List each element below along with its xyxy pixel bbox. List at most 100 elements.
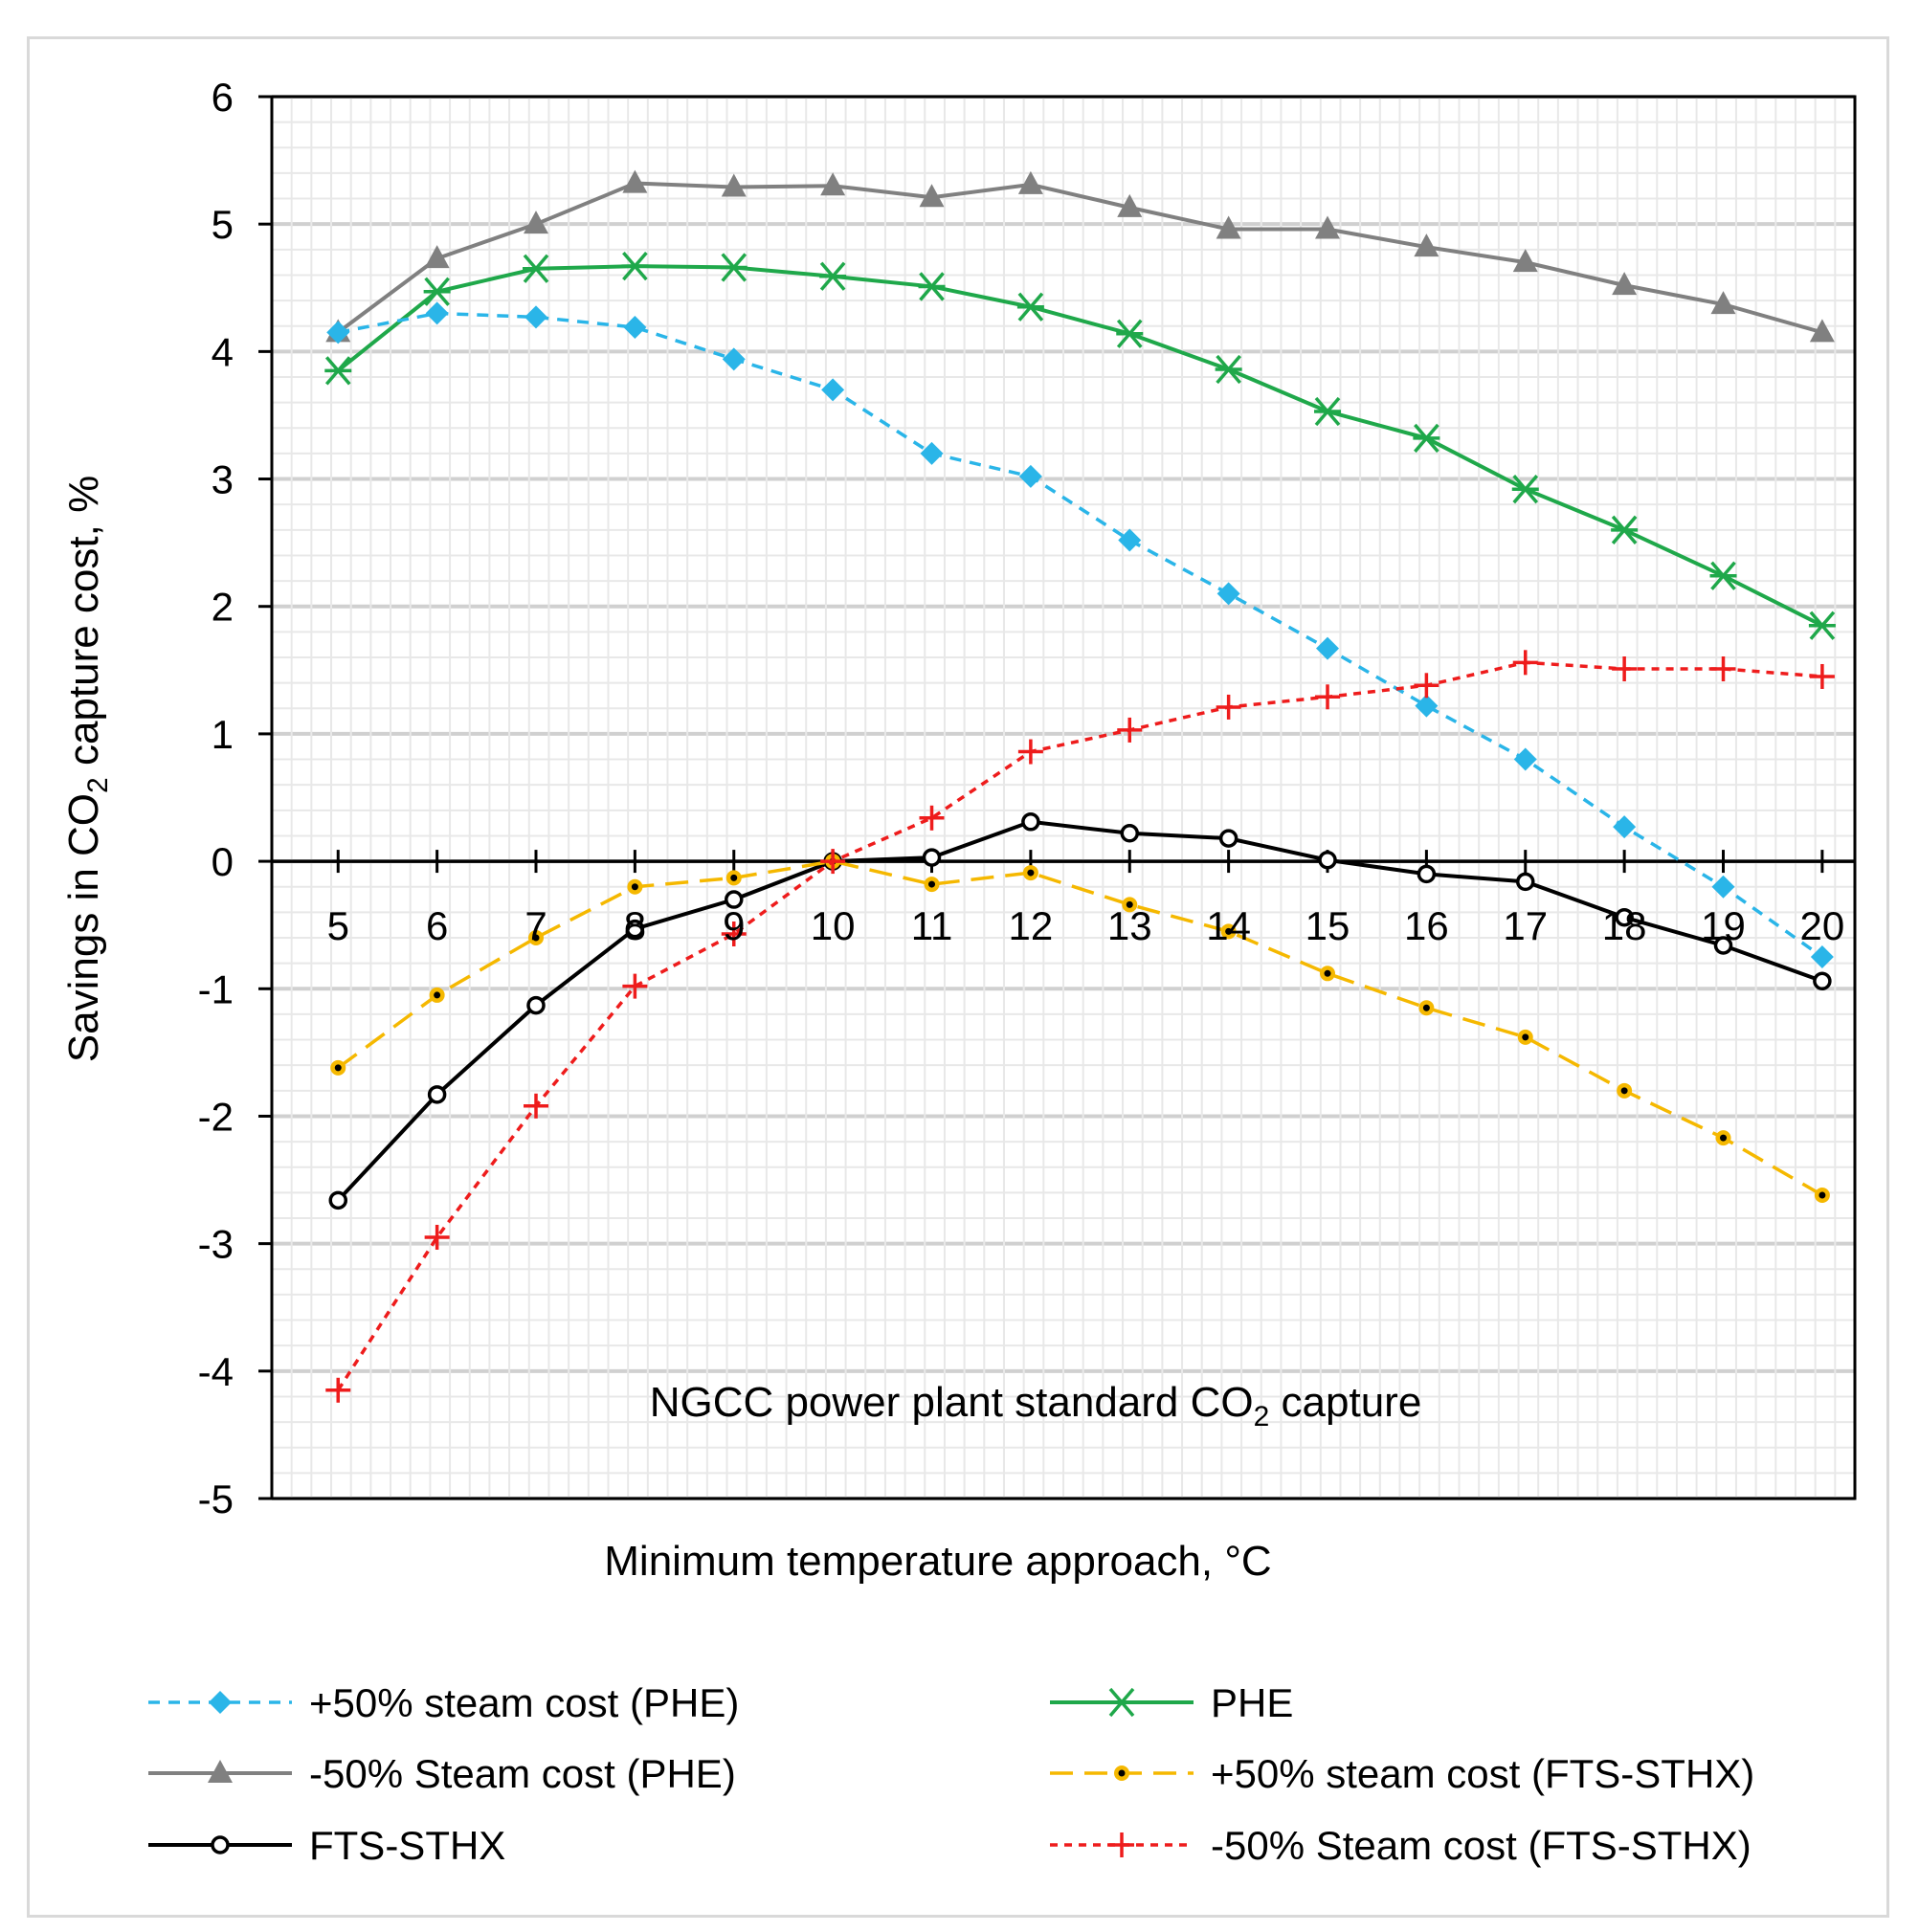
data-point	[1315, 215, 1341, 239]
data-point	[1215, 354, 1242, 385]
asterisk-stroke	[324, 356, 351, 386]
asterisk-stroke	[1414, 423, 1439, 454]
circle-marker	[1615, 907, 1634, 927]
triangle-marker	[1017, 170, 1043, 194]
dot-center	[1027, 869, 1035, 877]
series-line	[337, 181, 1823, 335]
triangle-marker	[1117, 193, 1143, 217]
data-point	[1016, 292, 1044, 322]
legend-item: -50% Steam cost (PHE)	[148, 1751, 736, 1796]
data-point	[208, 1760, 233, 1783]
data-point	[1612, 272, 1638, 296]
x-tick-label: 10	[811, 903, 856, 948]
data-point	[1513, 747, 1537, 771]
asterisk-stroke	[721, 253, 748, 282]
data-point	[326, 321, 350, 344]
series-50-steam-cost-fts-sthx	[330, 854, 1830, 1204]
circle-marker	[328, 1190, 348, 1210]
legend-label: -50% Steam cost (FTS-STHX)	[1211, 1823, 1752, 1868]
data-point	[1810, 944, 1834, 968]
series-50-steam-cost-phe	[326, 301, 1834, 968]
circle-marker	[922, 848, 942, 867]
data-point	[425, 301, 449, 325]
diamond-marker	[1118, 528, 1142, 552]
x-tick-label: 5	[327, 903, 349, 948]
annotation-subscript: 2	[1254, 1401, 1270, 1432]
y-tick-label: -2	[198, 1094, 234, 1139]
diamond-marker	[425, 301, 449, 325]
data-point	[524, 305, 548, 329]
data-point	[1108, 1687, 1135, 1718]
data-point	[424, 1224, 450, 1250]
asterisk-stroke	[819, 261, 846, 291]
grid	[272, 95, 1855, 1500]
legend-label: PHE	[1211, 1680, 1293, 1725]
triangle-marker	[208, 1760, 233, 1783]
triangle-marker	[1315, 215, 1341, 239]
data-point	[1813, 971, 1832, 991]
data-point	[524, 211, 549, 234]
data-point	[1715, 1130, 1731, 1146]
triangle-marker	[919, 184, 945, 208]
x-axis-label: Minimum temperature approach, °C	[604, 1538, 1271, 1585]
x-tick-labels: 5 6 7 8 9 10 11 12 13 14 15 16 17 18 19 20	[327, 903, 1845, 948]
y-axis-label-tail: capture cost, %	[60, 476, 107, 777]
legend-item: FTS-STHX	[148, 1823, 505, 1868]
data-point	[429, 987, 445, 1003]
x-tick-label: 20	[1800, 903, 1845, 948]
diamond-marker	[209, 1691, 232, 1714]
data-point	[1122, 897, 1138, 913]
x-tick-label: 16	[1404, 903, 1449, 948]
data-point	[1417, 864, 1437, 884]
series-50-steam-cost-phe	[325, 169, 1835, 343]
data-point	[1414, 233, 1439, 257]
diamond-marker	[1018, 464, 1042, 488]
data-point	[820, 849, 846, 875]
data-point	[1117, 193, 1143, 217]
data-point	[1613, 815, 1637, 839]
data-point	[328, 1190, 348, 1210]
data-point	[1512, 650, 1538, 676]
data-point	[1109, 1832, 1134, 1857]
series-line	[337, 311, 1823, 959]
asterisk-stroke	[424, 277, 450, 306]
data-point	[918, 272, 946, 301]
diamond-marker	[524, 305, 548, 329]
asterisk-stroke	[1116, 319, 1143, 348]
triangle-marker	[820, 172, 846, 196]
triangle-marker	[1512, 249, 1538, 273]
x-tick-label: 15	[1305, 903, 1350, 948]
data-point	[1018, 464, 1042, 488]
x-tick-label: 17	[1503, 903, 1548, 948]
data-point	[1709, 561, 1737, 590]
dot-center	[334, 1064, 342, 1072]
dot-center	[1324, 969, 1331, 977]
triangle-marker	[622, 169, 648, 193]
data-point	[1808, 611, 1836, 640]
x-tick-label: 11	[911, 903, 953, 948]
circle-marker	[1318, 851, 1337, 870]
dot-center	[1720, 1134, 1728, 1142]
x-tick-label: 13	[1107, 903, 1152, 948]
data-point	[1118, 528, 1142, 552]
diamond-marker	[1711, 875, 1735, 899]
data-point	[1314, 396, 1342, 427]
data-point	[919, 805, 945, 831]
data-point	[424, 245, 450, 269]
data-point	[924, 877, 940, 893]
y-axis: -5 -4 -3 -2 -1 0 1 2 3 4 5 6	[198, 75, 272, 1521]
data-point	[1511, 475, 1539, 504]
dot-center	[631, 883, 638, 891]
circle-marker	[1813, 971, 1832, 991]
data-point	[1220, 923, 1237, 940]
data-point	[1809, 319, 1835, 343]
data-point	[1315, 684, 1341, 710]
x-tick-label: 7	[524, 903, 547, 948]
data-point	[1611, 515, 1639, 544]
y-axis-label: Savings in CO2 capture cost, %	[60, 476, 114, 1062]
data-point	[524, 1093, 549, 1119]
legend: +50% steam cost (PHE) PHE -50% Steam cost …	[148, 1680, 1754, 1868]
asterisk-stroke	[1017, 292, 1044, 322]
legend-item: +50% steam cost (FTS-STHX)	[1050, 1751, 1754, 1796]
data-point	[919, 184, 945, 208]
